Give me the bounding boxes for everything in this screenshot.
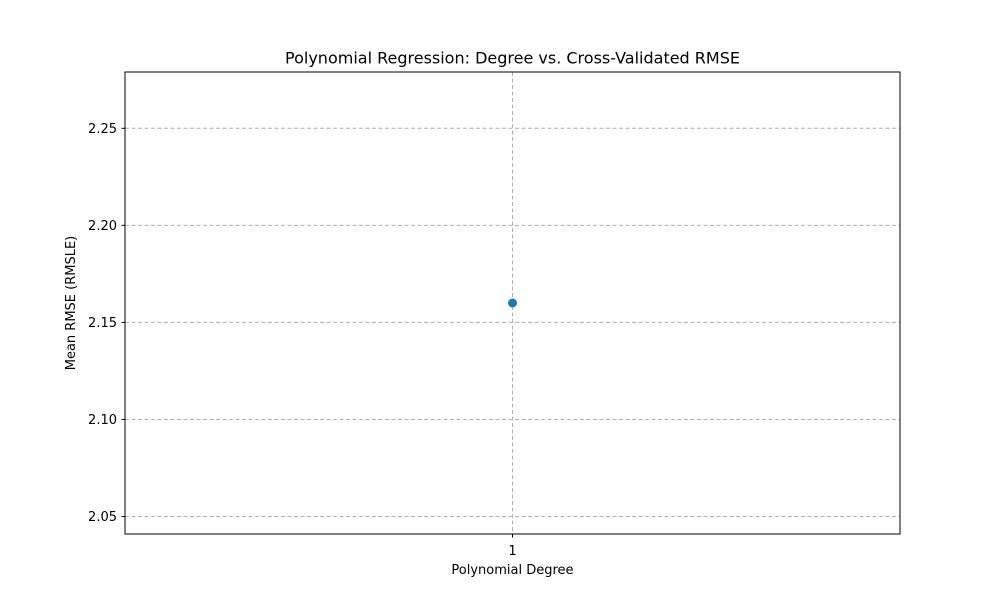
data-point (508, 298, 517, 308)
x-tick-label: 1 (508, 544, 516, 559)
y-tick-label: 2.05 (88, 510, 117, 525)
y-tick-label: 2.10 (88, 413, 117, 428)
grid-layer (125, 72, 900, 534)
ticks-layer: 2.05 2.10 2.15 2.20 2.25 1 (88, 122, 517, 559)
series-layer (508, 298, 517, 308)
y-tick-label: 2.25 (88, 122, 117, 137)
chart-title: Polynomial Regression: Degree vs. Cross-… (285, 49, 740, 68)
y-tick-label: 2.20 (88, 219, 117, 234)
y-axis-label: Mean RMSE (RMSLE) (64, 236, 79, 371)
x-axis-label: Polynomial Degree (451, 563, 573, 578)
y-tick-label: 2.15 (88, 316, 117, 331)
